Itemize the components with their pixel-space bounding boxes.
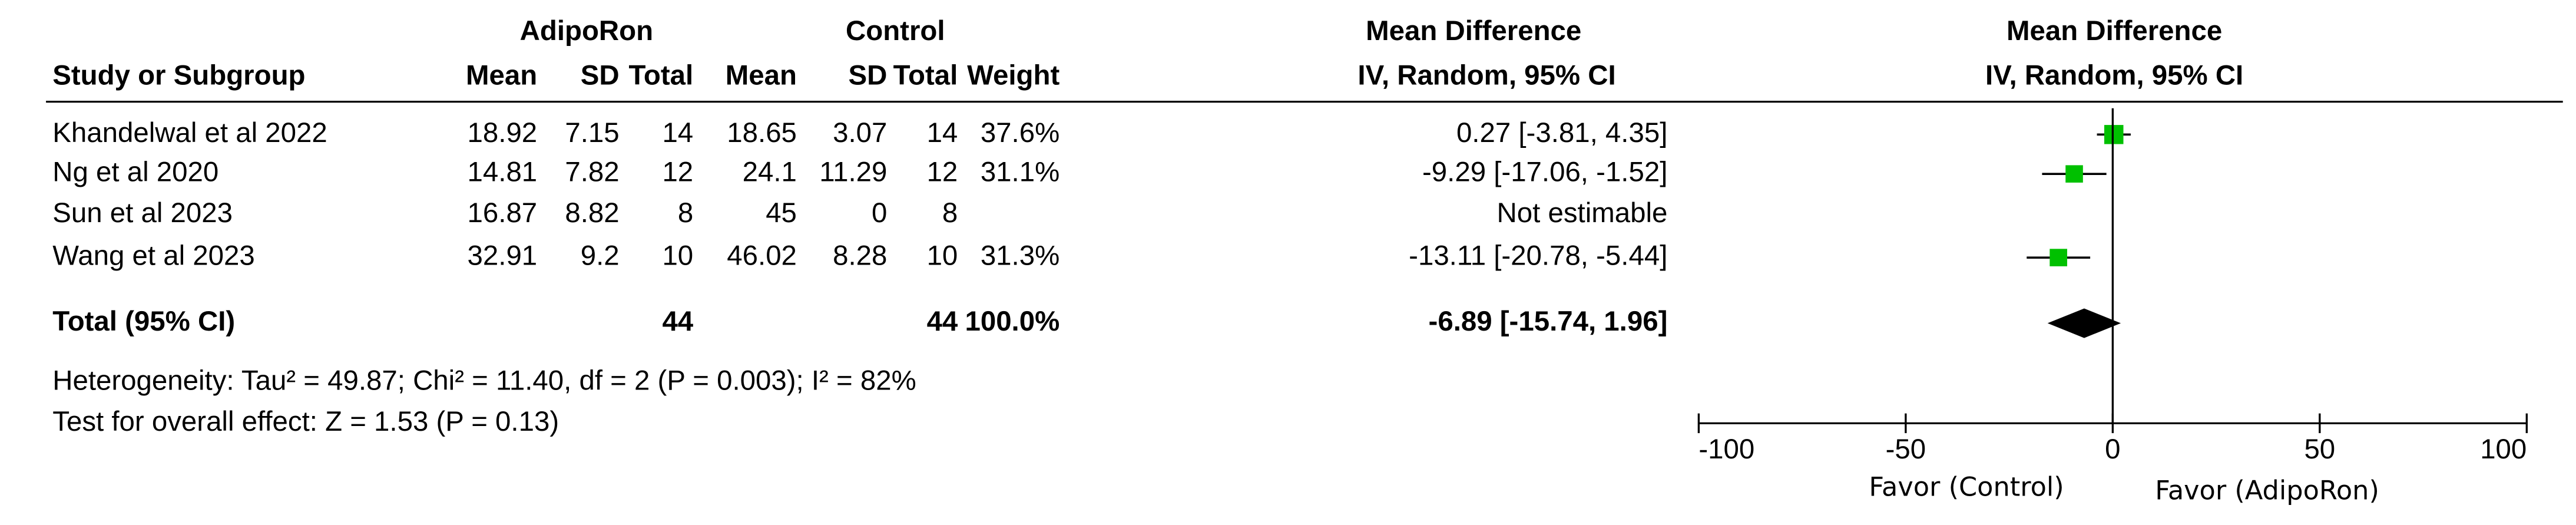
study-name: Ng et al 2020 [52,157,218,188]
mean: 14.81 [468,157,538,188]
column-header: SD [581,60,620,91]
total: 44 [927,306,958,337]
mean: 18.92 [468,117,538,148]
favor-label: Favor (Control) [1869,472,2064,503]
total: 14 [927,117,958,148]
column-header: Study or Subgroup [52,60,305,91]
plot-header: IV, Random, 95% CI [1985,60,2243,91]
x-tick-label: -100 [1698,434,1754,465]
sd: 7.15 [565,117,619,148]
effect-label: Not estimable [1497,197,1668,229]
heterogeneity: Heterogeneity: Tau² = 49.87; Chi² = 11.4… [52,365,916,396]
study-name: Khandelwal et al 2022 [52,117,327,148]
total: 14 [662,117,693,148]
sd: 11.29 [819,157,887,188]
total: 8 [942,197,958,229]
effect-marker [2065,165,2083,183]
column-header: Total [628,60,693,91]
x-tick-label: -50 [1886,434,1926,465]
x-tick-label: 50 [2304,434,2335,465]
group-header: Control [846,15,945,47]
weight: 31.1% [981,157,1059,188]
plot-header: Mean Difference [2007,15,2222,47]
mean: 45 [766,197,797,229]
effect-label: -9.29 [-17.06, -1.52] [1422,157,1667,188]
total-label: Total (95% CI) [52,306,235,337]
x-tick-label: 100 [2480,434,2527,465]
total: 44 [662,306,693,337]
mean: 46.02 [727,240,797,272]
column-header: SD [848,60,887,91]
mean: 32.91 [468,240,538,272]
group-header: AdipoRon [520,15,653,47]
effect-label: -6.89 [-15.74, 1.96] [1429,306,1668,337]
total: 10 [662,240,693,272]
total: 12 [927,157,958,188]
favor-label: Favor (AdipoRon) [2155,475,2379,506]
total: 8 [678,197,693,229]
mean: 16.87 [468,197,538,229]
sd: 0 [872,197,887,229]
weight: 31.3% [981,240,1059,272]
effect-marker [2049,249,2068,266]
column-header: Weight [967,60,1059,91]
sd: 8.28 [833,240,887,272]
mean: 24.1 [743,157,797,188]
column-header: Total [893,60,958,91]
weight: 100.0% [965,306,1059,337]
column-header: IV, Random, 95% CI [1357,60,1615,91]
sd: 8.82 [565,197,619,229]
column-header: Mean [466,60,537,91]
sd: 7.82 [565,157,619,188]
sd: 3.07 [833,117,887,148]
weight: 37.6% [981,117,1059,148]
overall-effect: Test for overall effect: Z = 1.53 (P = 0… [52,406,559,437]
total: 12 [662,157,693,188]
effect-label: -13.11 [-20.78, -5.44] [1409,240,1667,272]
effect-label: 0.27 [-3.81, 4.35] [1456,117,1667,148]
sd: 9.2 [581,240,620,272]
summary-diamond [2047,308,2121,338]
study-name: Sun et al 2023 [52,197,233,229]
mean: 18.65 [727,117,797,148]
effect-marker [2104,125,2124,144]
total: 10 [927,240,958,272]
column-header: Mean Difference [1366,15,1581,47]
x-tick-label: 0 [2105,434,2120,465]
study-name: Wang et al 2023 [52,240,254,272]
column-header: Mean [726,60,797,91]
